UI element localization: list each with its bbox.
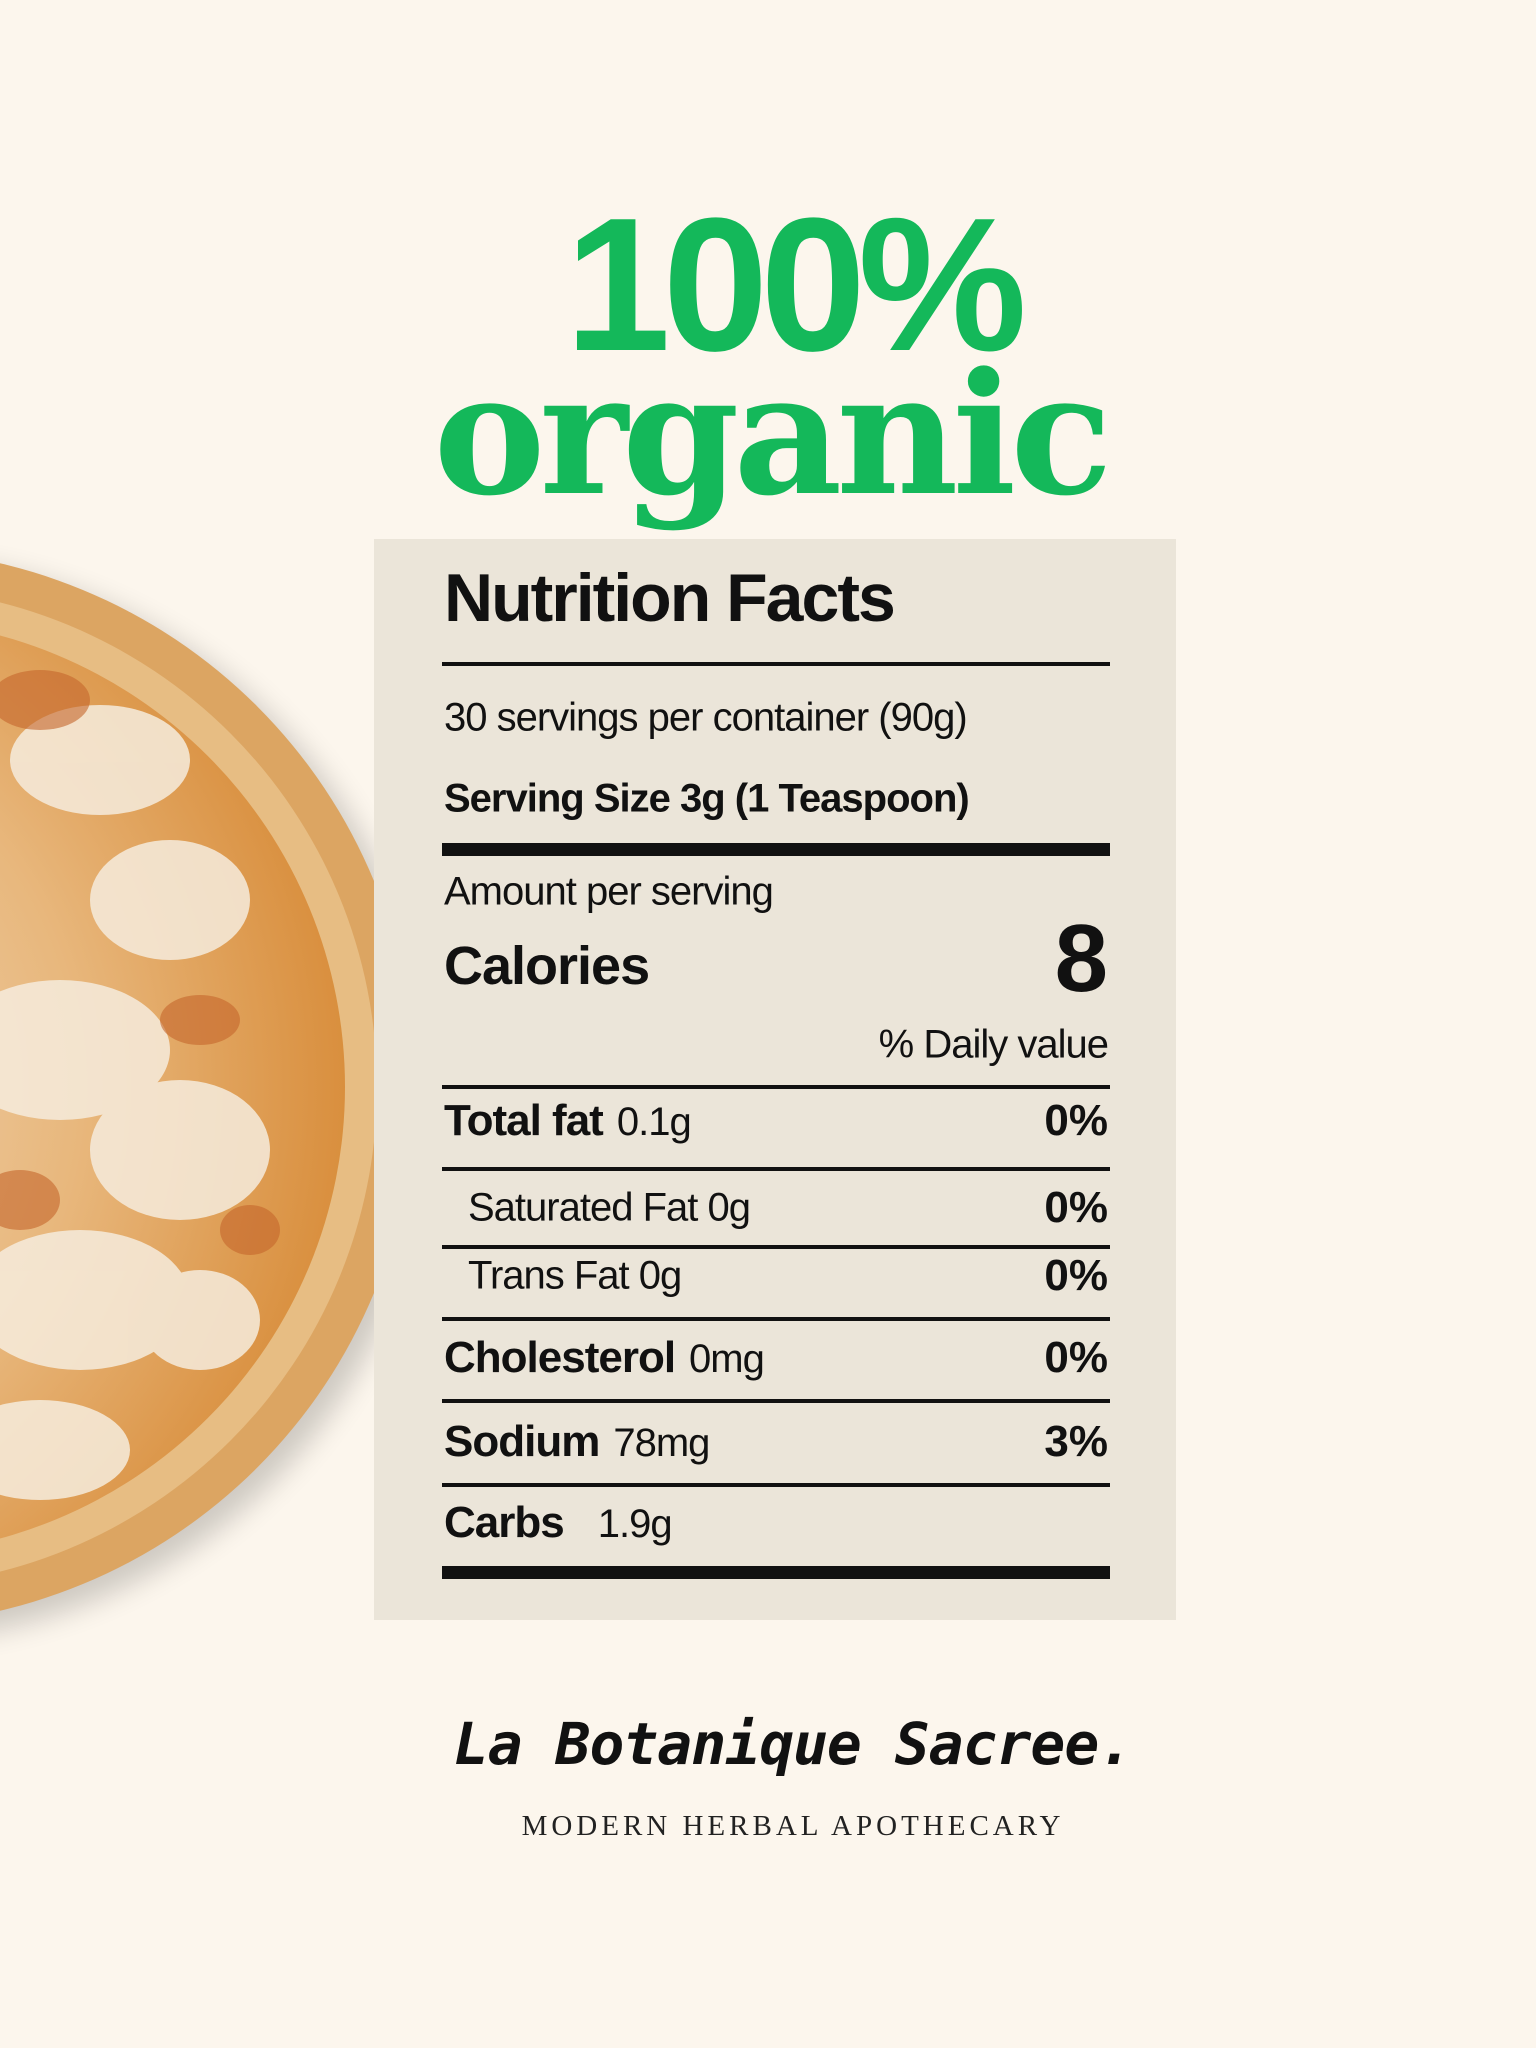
rule [442,1317,1110,1321]
nutrient-name: Trans Fat 0g [468,1253,682,1298]
headline-word: organic [433,335,1112,533]
amount-label: Amount per serving [444,869,774,914]
rule [442,1566,1110,1579]
nutrient-name: Carbs [444,1498,565,1547]
rule [442,1245,1110,1249]
nutrient-percent: 0% [1044,1183,1108,1232]
nutrient-amount: 0.1g [616,1100,692,1144]
nutrient-percent: 3% [1044,1417,1108,1466]
brand-name: La Botanique Sacree. [453,1710,1133,1778]
nutrient-percent: 0% [1044,1333,1108,1382]
servings: 30 servings per container (90g) [444,695,968,740]
nutrient-percent: 0% [1044,1096,1108,1145]
headline-number: 100% [565,179,1027,391]
nutrient-row: Cholesterol 0mg [444,1333,765,1383]
rule [442,1085,1110,1089]
nutrient-amount: 1.9g [597,1502,673,1546]
daily-value-label: % Daily value [878,1022,1109,1067]
nutrient-name: Saturated Fat 0g [468,1185,751,1230]
nutrient-row: Total fat 0.1g [444,1096,692,1146]
nutrient-row: Sodium 78mg [444,1417,710,1467]
nutrient-amount: 78mg [613,1421,710,1465]
nutrient-row: Carbs 1.9g [444,1498,673,1548]
calories-value: 8 [1054,905,1108,1012]
calories-label: Calories [444,936,650,996]
pizza-image [0,563,430,1629]
nutrition-panel: Nutrition Facts 30 servings per containe… [374,539,1176,1620]
rule [442,1167,1110,1171]
nutrition-title: Nutrition Facts [444,560,896,636]
nutrient-name: Total fat [444,1096,604,1145]
brand-tagline: MODERN HERBAL APOTHECARY [521,1810,1065,1842]
rule [442,843,1110,856]
rule [442,662,1110,666]
rule [442,1399,1110,1403]
nutrient-name: Cholesterol [444,1333,676,1382]
rule [442,1483,1110,1487]
serving-size: Serving Size 3g (1 Teaspoon) [444,776,970,821]
nutrient-amount: 0mg [689,1337,765,1381]
nutrient-percent: 0% [1044,1251,1108,1300]
nutrient-name: Sodium [444,1417,600,1466]
